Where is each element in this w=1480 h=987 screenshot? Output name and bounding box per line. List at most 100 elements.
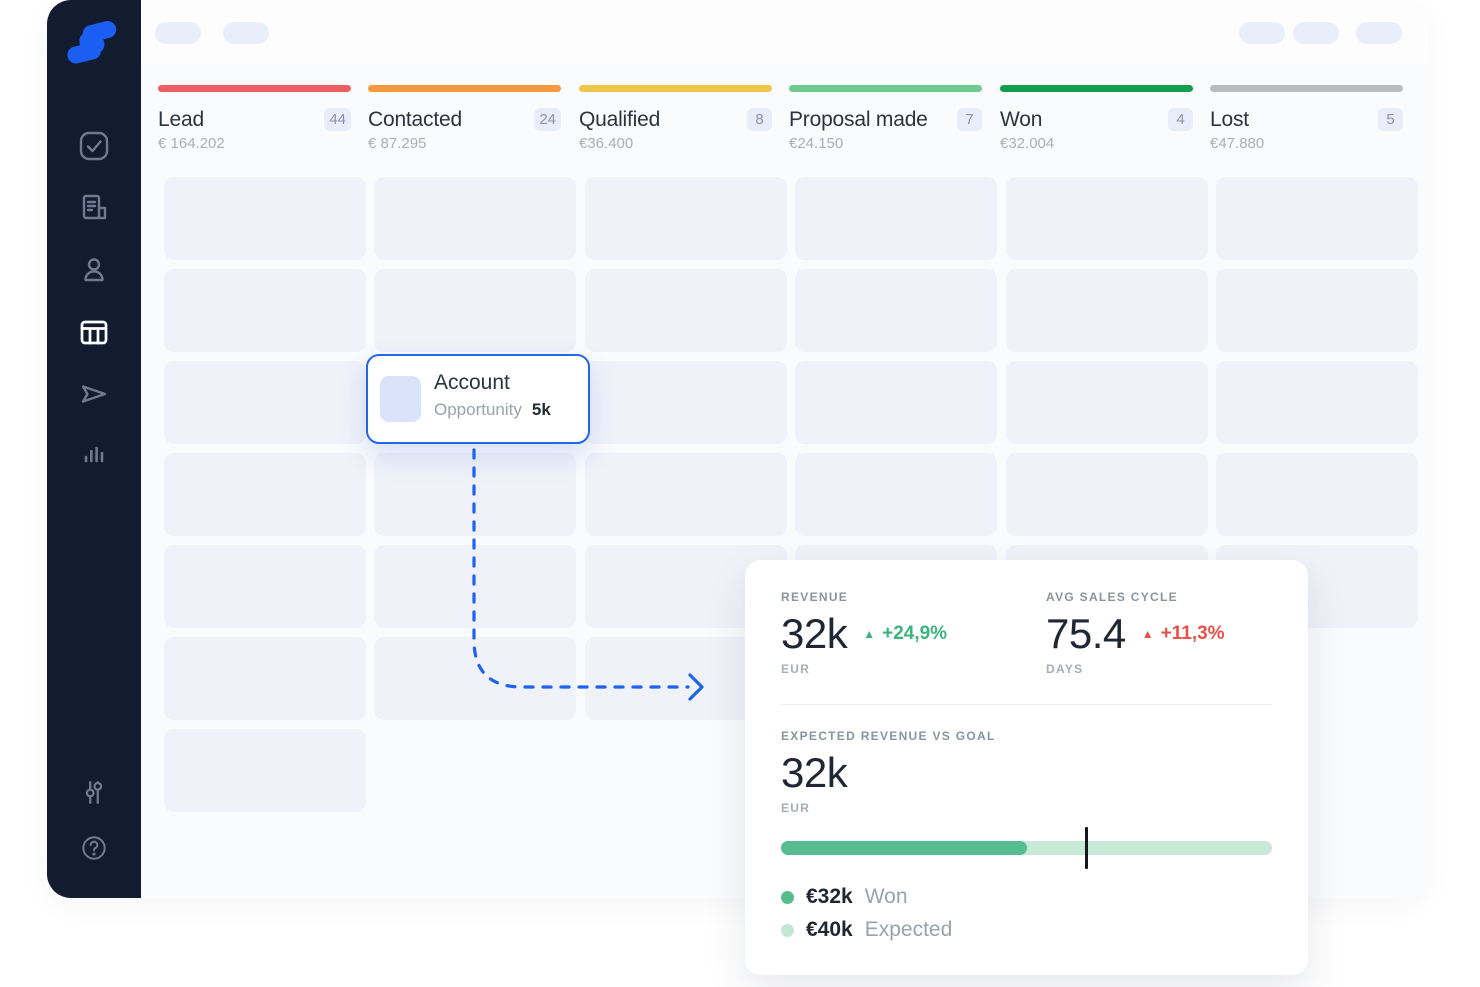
sidebar-item-tasks[interactable]: [74, 126, 114, 166]
opportunity-card-placeholder[interactable]: [1216, 269, 1418, 352]
stage-title: Proposal made: [789, 108, 928, 131]
opportunity-card-placeholder[interactable]: [374, 453, 576, 536]
stage-title: Qualified: [579, 108, 661, 131]
opportunity-card-placeholder[interactable]: [1006, 453, 1208, 536]
stage-count-badge: 44: [324, 108, 351, 131]
stage-amount: €32.004: [1000, 135, 1055, 152]
stage-color-bar: [1210, 85, 1403, 92]
opportunity-card-placeholder[interactable]: [374, 637, 576, 720]
up-triangle-icon: ▲: [1141, 627, 1154, 641]
legend-dot-icon: [781, 890, 794, 904]
legend-value: €32k: [806, 885, 853, 908]
opportunity-card-placeholder[interactable]: [164, 453, 366, 536]
topbar-pill-left: [155, 22, 201, 44]
legend-value: €40k: [806, 918, 853, 941]
opportunity-card-placeholder[interactable]: [1216, 361, 1418, 444]
stage-amount: € 164.202: [158, 135, 225, 152]
stage-amount: € 87.295: [368, 135, 427, 152]
stage-header: Lead 44 € 164.202: [158, 108, 351, 152]
opportunity-card-highlighted[interactable]: Account Opportunity 5k: [366, 354, 590, 444]
revenue-value: 32k: [781, 610, 848, 657]
opportunity-card-placeholder[interactable]: [795, 361, 997, 444]
stage-count-badge: 4: [1168, 108, 1193, 131]
stage-count-badge: 24: [534, 108, 561, 131]
sidebar-item-insights[interactable]: [74, 436, 114, 476]
panel-divider: [781, 704, 1272, 705]
stage-amount: €47.880: [1210, 135, 1265, 152]
opportunity-card-placeholder[interactable]: [585, 361, 787, 444]
stage-header: Lost 5 €47.880: [1210, 108, 1403, 152]
stage-color-bar: [1000, 85, 1193, 92]
stage-header: Qualified 8 €36.400: [579, 108, 772, 152]
opportunity-card-placeholder[interactable]: [374, 177, 576, 260]
pipeline-column-contacted: Contacted 24 € 87.295: [368, 85, 576, 720]
opportunity-card-placeholder[interactable]: [164, 269, 366, 352]
opportunity-card-placeholder[interactable]: [1006, 269, 1208, 352]
sales-cycle-delta-value: +11,3%: [1160, 623, 1225, 644]
opportunity-card-placeholder[interactable]: [585, 453, 787, 536]
sidebar-item-settings[interactable]: [74, 772, 114, 812]
company-icon: [76, 190, 112, 226]
stage-color-bar: [368, 85, 561, 92]
progress-fill: [781, 841, 1027, 855]
opportunity-card-placeholder[interactable]: [374, 269, 576, 352]
sidebar-item-opportunities[interactable]: [74, 312, 114, 352]
topbar-pill-left: [223, 22, 269, 44]
opportunity-card-placeholder[interactable]: [585, 177, 787, 260]
legend-row: €40k Expected: [781, 918, 1272, 942]
sliders-icon: [77, 775, 111, 809]
sidebar-item-contacts[interactable]: [74, 250, 114, 290]
legend-dot-icon: [781, 923, 794, 937]
opportunity-card-placeholder[interactable]: [795, 269, 997, 352]
person-icon: [76, 252, 112, 288]
opportunity-card-placeholder[interactable]: [1006, 177, 1208, 260]
stage-title: Contacted: [368, 108, 462, 131]
opportunity-account-name: Account: [434, 371, 510, 394]
stage-color-bar: [158, 85, 351, 92]
stage-cards: [374, 177, 576, 720]
opportunity-card-placeholder[interactable]: [164, 545, 366, 628]
revenue-unit: EUR: [781, 662, 811, 676]
sidebar-footer-nav: [47, 772, 141, 868]
opportunity-card-placeholder[interactable]: [164, 637, 366, 720]
kanban-board-icon: [76, 314, 112, 350]
sidebar-item-help[interactable]: [74, 828, 114, 868]
pipeline-column-qualified: Qualified 8 €36.400: [579, 85, 787, 720]
opportunity-card-placeholder[interactable]: [585, 269, 787, 352]
sales-cycle-delta: ▲ +11,3%: [1142, 623, 1225, 645]
legend-row: €32k Won: [781, 885, 1272, 909]
sidebar-item-campaigns[interactable]: [74, 374, 114, 414]
opportunity-card-placeholder[interactable]: [1216, 177, 1418, 260]
pipeline-column-lead: Lead 44 € 164.202: [158, 85, 366, 812]
stage-count-badge: 5: [1378, 108, 1403, 131]
opportunity-card-placeholder[interactable]: [1216, 453, 1418, 536]
bar-chart-icon: [76, 438, 112, 474]
topbar-pill-right: [1356, 22, 1402, 44]
opportunity-card-placeholder[interactable]: [795, 453, 997, 536]
revenue-delta: ▲ +24,9%: [863, 623, 947, 645]
account-avatar: [380, 376, 421, 422]
sales-cycle-value: 75.4: [1046, 610, 1126, 657]
sidebar-nav: [47, 126, 141, 476]
pipeline-column-proposal-made: Proposal made 7 €24.150: [789, 85, 997, 628]
app-logo[interactable]: [63, 18, 123, 68]
opportunity-type-label: Opportunity: [434, 400, 522, 419]
topbar: [141, 0, 1428, 64]
opportunity-card-placeholder[interactable]: [1006, 361, 1208, 444]
stage-color-bar: [789, 85, 982, 92]
topbar-pill-right: [1239, 22, 1285, 44]
opportunity-card-placeholder[interactable]: [795, 177, 997, 260]
sales-cycle-metric: AVG SALES CYCLE 75.4 ▲ +11,3% DAYS: [1046, 590, 1272, 676]
opportunity-card-placeholder[interactable]: [164, 729, 366, 812]
sidebar-item-accounts[interactable]: [74, 188, 114, 228]
logo-icon: [67, 21, 117, 64]
help-circle-icon: [78, 832, 110, 864]
opportunity-card-placeholder[interactable]: [164, 361, 366, 444]
sales-cycle-label: AVG SALES CYCLE: [1046, 590, 1178, 604]
opportunity-card-placeholder[interactable]: [164, 177, 366, 260]
stage-count-badge: 7: [957, 108, 982, 131]
sales-cycle-unit: DAYS: [1046, 662, 1084, 676]
opportunity-value: 5k: [531, 400, 551, 419]
stage-title: Lead: [158, 108, 204, 131]
opportunity-card-placeholder[interactable]: [374, 545, 576, 628]
